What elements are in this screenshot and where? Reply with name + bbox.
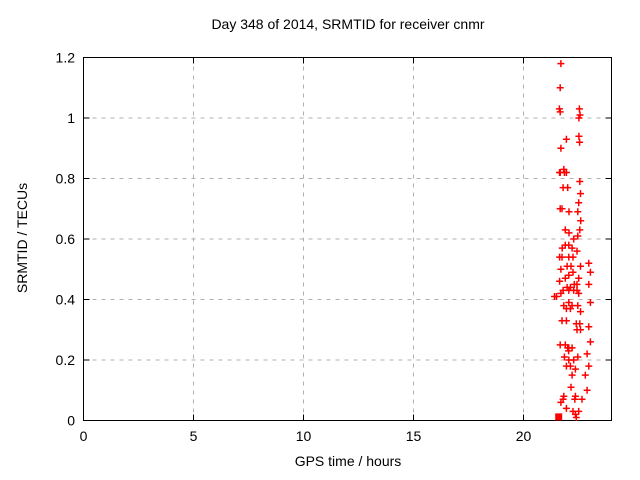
data-point-marker [562,135,570,143]
data-point-marker [561,226,569,234]
data-point-marker [558,244,566,252]
data-point-marker [585,259,593,267]
x-tick-label: 15 [406,428,422,444]
data-point-marker [585,362,593,370]
x-tick-label: 5 [190,428,198,444]
data-point-marker [570,235,578,243]
data-point-marker [574,208,582,216]
data-point-marker [577,217,585,225]
data-point-marker [577,308,584,316]
data-point-marker [575,274,583,282]
data-point-marker [583,350,591,358]
data-point-marker [586,338,594,346]
data-point-marker [586,299,594,306]
data-point-marker [585,280,593,288]
data-point-marker [558,205,566,213]
data-point-marker [568,371,576,379]
x-tick-label: 0 [80,428,88,444]
y-tick-label: 1.2 [56,50,76,66]
data-point-marker [557,289,565,297]
data-point-marker [575,114,583,122]
data-point-marker [568,244,576,252]
y-tick-label: 0.6 [56,231,76,247]
data-point-marker [557,144,565,152]
chart-title: Day 348 of 2014, SRMTID for receiver cnm… [211,16,485,32]
data-point-marker [573,280,581,288]
data-point-marker [561,274,569,282]
data-point-marker [564,184,572,192]
data-point-marker [567,262,575,270]
data-point-marker [569,268,577,276]
data-point-marker [557,398,565,406]
data-point-marker [570,356,578,364]
data-point-marker [576,320,584,328]
data-point-marker [576,138,584,146]
data-point-marker [557,60,565,68]
data-point-marker [569,253,577,261]
data-point-marker [566,362,574,370]
data-point-marker [560,169,568,176]
scatter-series [551,60,594,421]
data-point-marker [573,247,581,255]
y-tick-label: 0.2 [56,352,76,368]
data-point-marker [558,253,566,261]
data-point-marker [576,178,584,185]
data-point-marker [553,293,560,300]
x-tick-label: 10 [296,428,312,444]
data-point-marker [556,108,564,116]
dense-cluster-marker [555,413,563,421]
data-point-marker [572,414,580,421]
y-tick-label: 0 [67,413,75,429]
data-point-marker [576,226,584,234]
data-point-marker [581,371,589,379]
data-point-marker [566,305,574,313]
data-point-marker [571,410,579,418]
data-point-marker [577,190,584,198]
data-point-marker [571,365,579,373]
data-point-marker [565,208,573,216]
data-point-marker [568,344,576,352]
data-point-marker [574,302,582,310]
x-axis-label: GPS time / hours [294,453,402,469]
data-point-marker [565,299,573,306]
data-point-marker [583,386,591,394]
data-point-marker [577,262,584,270]
data-point-marker [562,404,570,412]
data-point-marker [575,132,583,140]
y-tick-label: 0.4 [56,292,76,308]
data-point-marker [575,199,583,207]
data-point-marker [565,229,573,237]
data-point-marker [578,395,586,403]
data-point-marker [573,286,581,294]
data-point-marker [571,395,579,403]
data-point-marker [574,232,582,240]
data-point-marker [562,317,570,325]
y-tick-label: 0.8 [56,171,76,187]
x-tick-label: 20 [516,428,532,444]
data-point-marker [574,353,582,361]
data-point-marker [575,105,583,113]
data-point-marker [557,265,565,273]
data-point-marker [585,323,593,331]
data-point-marker [560,353,568,361]
data-point-marker [586,268,594,276]
data-point-marker [556,84,564,92]
y-axis-label: SRMTID / TECUs [14,182,30,294]
data-point-marker [556,277,564,285]
data-point-marker [567,383,575,391]
data-point-marker [577,326,584,334]
y-tick-label: 1 [67,110,75,126]
